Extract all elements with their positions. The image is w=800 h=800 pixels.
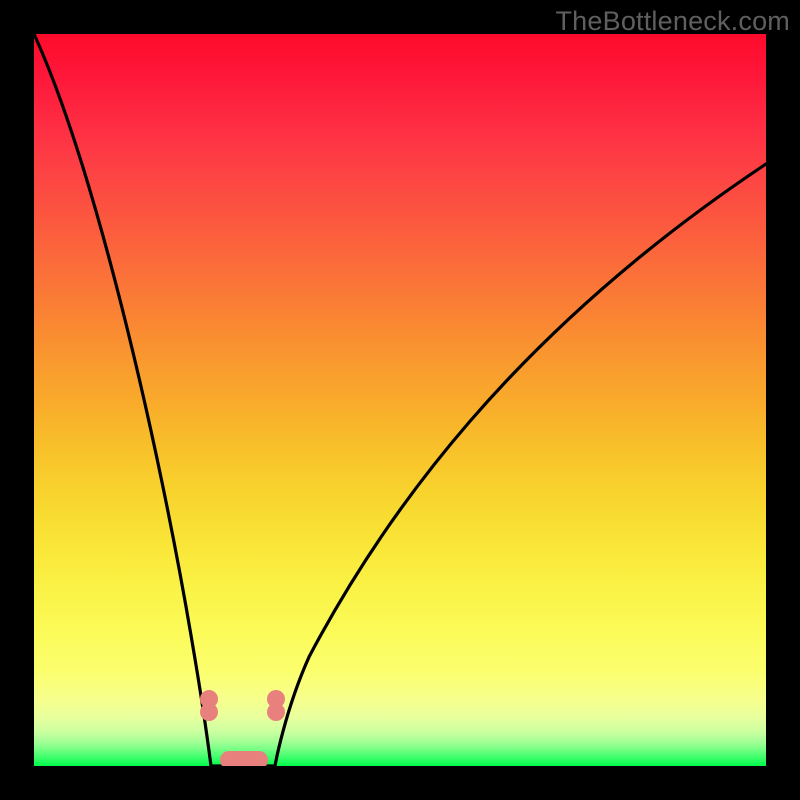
- marker-dot: [267, 703, 285, 721]
- marker-dot: [200, 703, 218, 721]
- marker-pill: [220, 751, 268, 766]
- chart-canvas: TheBottleneck.com: [0, 0, 800, 800]
- bottleneck-chart: [34, 34, 766, 766]
- watermark-text: TheBottleneck.com: [555, 6, 790, 37]
